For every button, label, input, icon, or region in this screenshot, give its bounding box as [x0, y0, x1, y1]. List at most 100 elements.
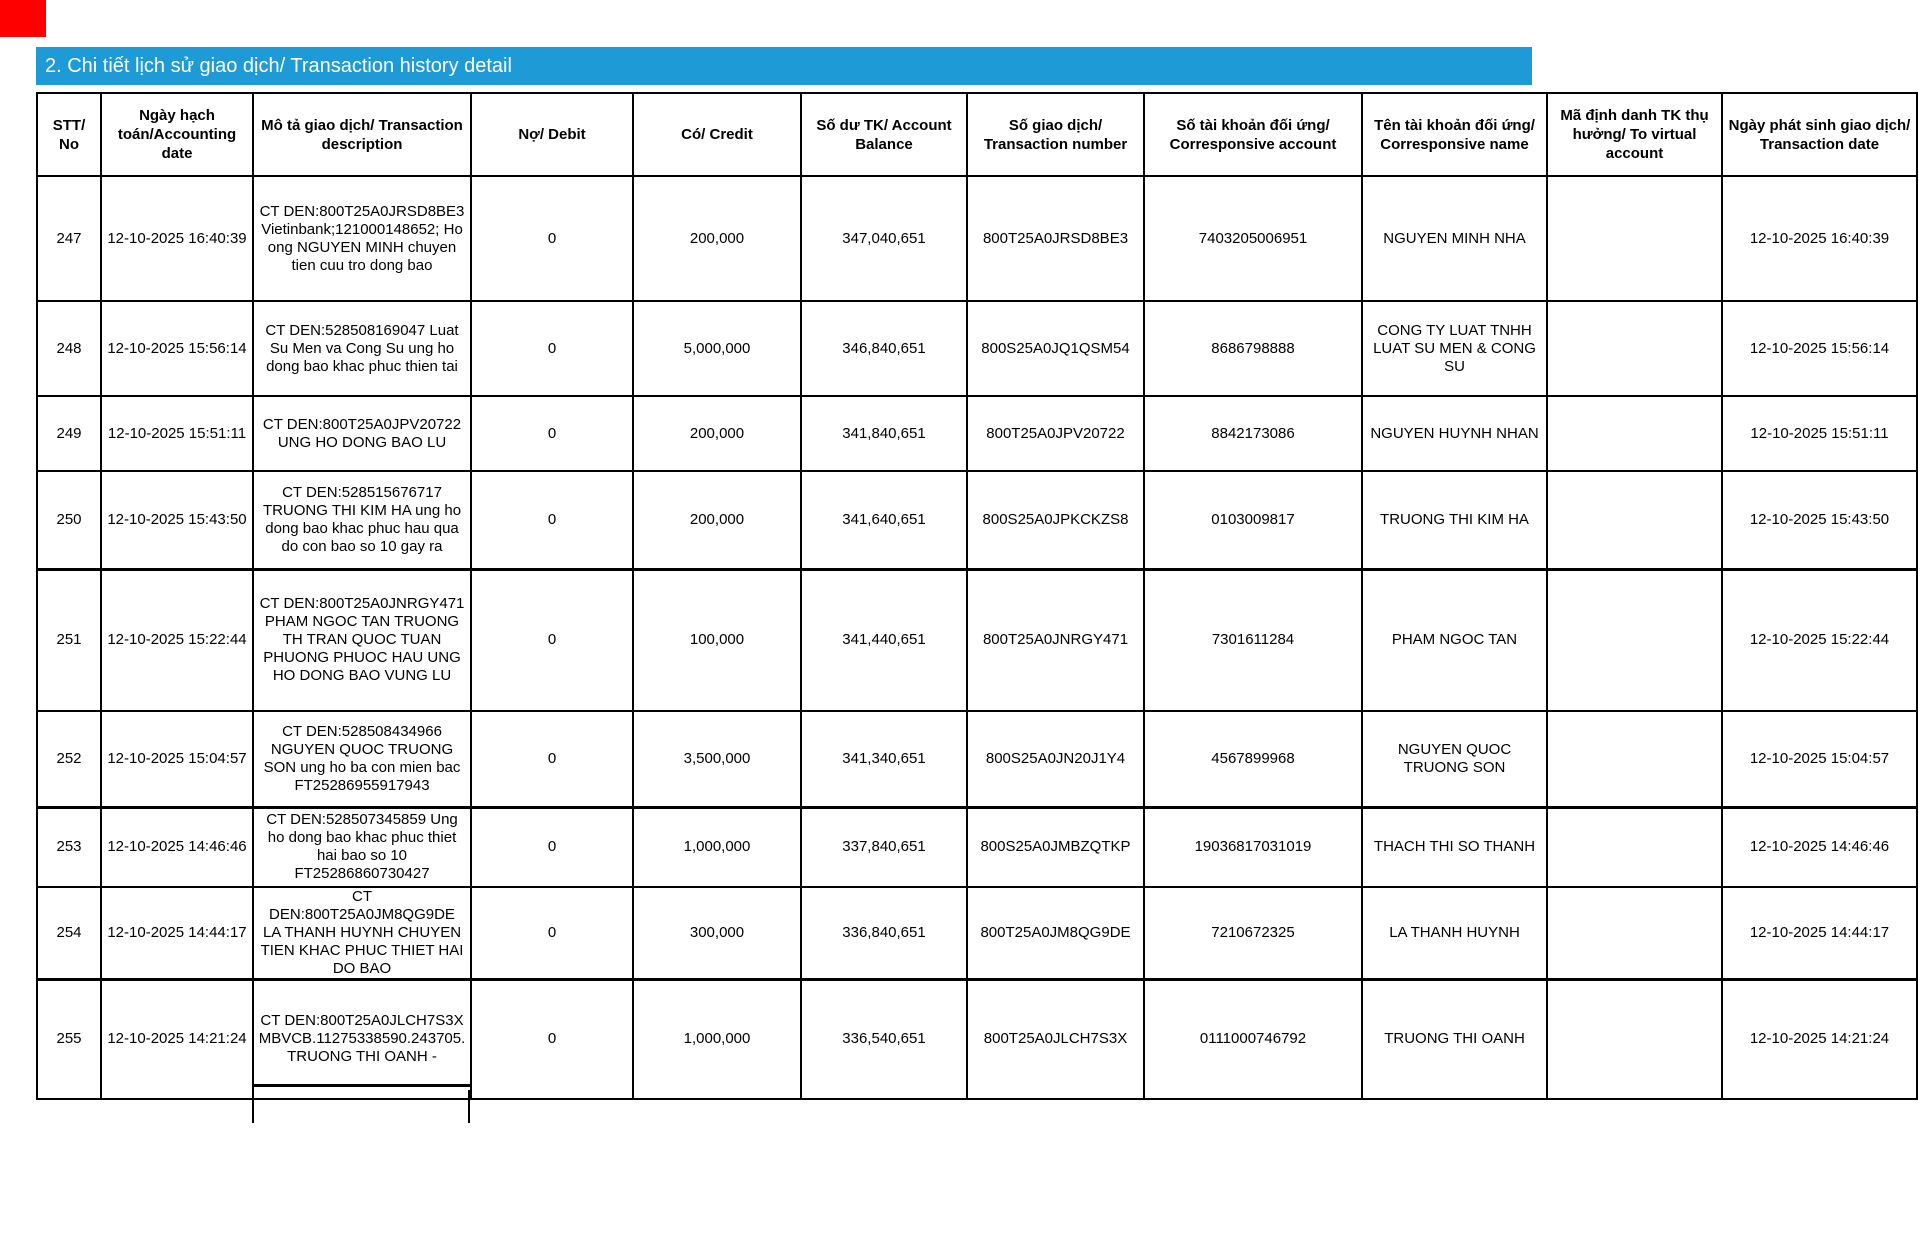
cell-corresponsive_account: 0103009817	[1143, 470, 1363, 570]
cell-corresponsive_name: PHAM NGOC TAN	[1361, 567, 1548, 712]
cell-debit: 0	[470, 886, 634, 981]
cell-description: CT DEN:800T25A0JRSD8BE3 Vietinbank;12100…	[252, 175, 472, 302]
cell-transaction_number: 800T25A0JRSD8BE3	[966, 175, 1145, 302]
table-row: 252 12-10-2025 15:04:57 CT DEN:52850843496…	[36, 710, 1918, 808]
cell-description: CT DEN:528507345859 Ung ho dong bao khac…	[252, 805, 472, 888]
column-header-credit: Có/ Credit	[632, 92, 802, 177]
table-row: 254 12-10-2025 14:44:17 CT DEN:800T25A0JM8…	[36, 886, 1918, 981]
transaction-table: STT/ No Ngày hạch toán/Accounting date Mô …	[36, 92, 1918, 1100]
cell-virtual_account	[1546, 978, 1723, 1100]
cell-transaction_number: 800S25A0JN20J1Y4	[966, 710, 1145, 808]
cell-transaction_date: 12-10-2025 14:21:24	[1721, 978, 1918, 1100]
cell-debit: 0	[470, 300, 634, 397]
cell-balance: 341,440,651	[800, 567, 968, 712]
column-header-corresponsive_name: Tên tài khoản đối ứng/ Corresponsive nam…	[1361, 92, 1548, 177]
cell-no: 249	[36, 395, 102, 472]
cell-no: 254	[36, 886, 102, 981]
cell-transaction_number: 800S25A0JPKCKZS8	[966, 470, 1145, 570]
cell-balance: 337,840,651	[800, 805, 968, 888]
column-header-accounting_date: Ngày hạch toán/Accounting date	[100, 92, 254, 177]
cell-transaction_date: 12-10-2025 15:56:14	[1721, 300, 1918, 397]
cell-balance: 347,040,651	[800, 175, 968, 302]
cell-balance: 341,340,651	[800, 710, 968, 808]
cell-corresponsive_account: 4567899968	[1143, 710, 1363, 808]
cell-virtual_account	[1546, 567, 1723, 712]
cell-debit: 0	[470, 395, 634, 472]
cell-description: CT DEN:528508169047 Luat Su Men va Cong …	[252, 300, 472, 397]
column-header-transaction_number: Số giao dịch/ Transaction number	[966, 92, 1145, 177]
cell-no: 252	[36, 710, 102, 808]
cell-transaction_number: 800T25A0JM8QG9DE	[966, 886, 1145, 981]
cell-balance: 341,640,651	[800, 470, 968, 570]
cell-no: 247	[36, 175, 102, 302]
cell-corresponsive_name: TRUONG THI KIM HA	[1361, 470, 1548, 570]
cell-credit: 300,000	[632, 886, 802, 981]
table-row: 251 12-10-2025 15:22:44 CT DEN:800T25A0JNR…	[36, 567, 1918, 712]
cell-transaction_number: 800S25A0JMBZQTKP	[966, 805, 1145, 888]
cell-no: 255	[36, 978, 102, 1100]
cell-description: CT DEN:528515676717 TRUONG THI KIM HA un…	[252, 470, 472, 570]
cell-no: 251	[36, 567, 102, 712]
cell-corresponsive_name: LA THANH HUYNH	[1361, 886, 1548, 981]
cell-balance: 336,540,651	[800, 978, 968, 1100]
cell-transaction_number: 800S25A0JQ1QSM54	[966, 300, 1145, 397]
cell-accounting_date: 12-10-2025 14:21:24	[100, 978, 254, 1100]
cell-debit: 0	[470, 710, 634, 808]
cell-transaction_number: 800T25A0JNRGY471	[966, 567, 1145, 712]
cell-no: 253	[36, 805, 102, 888]
cell-corresponsive_name: CONG TY LUAT TNHH LUAT SU MEN & CONG SU	[1361, 300, 1548, 397]
cell-virtual_account	[1546, 175, 1723, 302]
column-header-no: STT/ No	[36, 92, 102, 177]
cell-description: CT DEN:528508434966 NGUYEN QUOC TRUONG S…	[252, 710, 472, 808]
cell-virtual_account	[1546, 886, 1723, 981]
table-row: 253 12-10-2025 14:46:46 CT DEN:52850734585…	[36, 805, 1918, 888]
cell-transaction_date: 12-10-2025 15:22:44	[1721, 567, 1918, 712]
cell-accounting_date: 12-10-2025 15:22:44	[100, 567, 254, 712]
cell-balance: 336,840,651	[800, 886, 968, 981]
section-title-bar: 2. Chi tiết lịch sử giao dịch/ Transacti…	[36, 47, 1532, 85]
cell-virtual_account	[1546, 710, 1723, 808]
page-break-cell-stub	[252, 1090, 470, 1123]
cell-corresponsive_name: NGUYEN HUYNH NHAN	[1361, 395, 1548, 472]
cell-virtual_account	[1546, 470, 1723, 570]
cell-credit: 200,000	[632, 175, 802, 302]
cell-corresponsive_account: 7301611284	[1143, 567, 1363, 712]
cell-description: CT DEN:800T25A0JNRGY471 PHAM NGOC TAN TR…	[252, 567, 472, 712]
cell-corresponsive_account: 7210672325	[1143, 886, 1363, 981]
cell-credit: 5,000,000	[632, 300, 802, 397]
cell-credit: 3,500,000	[632, 710, 802, 808]
cell-debit: 0	[470, 175, 634, 302]
section-title: 2. Chi tiết lịch sử giao dịch/ Transacti…	[45, 54, 512, 77]
cell-transaction_date: 12-10-2025 14:46:46	[1721, 805, 1918, 888]
cell-accounting_date: 12-10-2025 15:51:11	[100, 395, 254, 472]
cell-transaction_date: 12-10-2025 15:43:50	[1721, 470, 1918, 570]
table-row: 255 12-10-2025 14:21:24 CT DEN:800T25A0JLC…	[36, 978, 1918, 1100]
cell-transaction_date: 12-10-2025 15:51:11	[1721, 395, 1918, 472]
corner-marker	[0, 0, 46, 37]
cell-debit: 0	[470, 567, 634, 712]
cell-corresponsive_account: 7403205006951	[1143, 175, 1363, 302]
cell-transaction_date: 12-10-2025 15:04:57	[1721, 710, 1918, 808]
cell-corresponsive_name: NGUYEN QUOC TRUONG SON	[1361, 710, 1548, 808]
cell-accounting_date: 12-10-2025 14:44:17	[100, 886, 254, 981]
cell-balance: 346,840,651	[800, 300, 968, 397]
cell-description: CT DEN:800T25A0JM8QG9DE LA THANH HUYNH C…	[252, 886, 472, 981]
cell-corresponsive_name: THACH THI SO THANH	[1361, 805, 1548, 888]
cell-accounting_date: 12-10-2025 16:40:39	[100, 175, 254, 302]
cell-credit: 200,000	[632, 470, 802, 570]
cell-debit: 0	[470, 470, 634, 570]
cell-transaction_number: 800T25A0JLCH7S3X	[966, 978, 1145, 1100]
column-header-corresponsive_account: Số tài khoản đối ứng/ Corresponsive acco…	[1143, 92, 1363, 177]
cell-corresponsive_account: 8842173086	[1143, 395, 1363, 472]
cell-no: 250	[36, 470, 102, 570]
cell-credit: 1,000,000	[632, 805, 802, 888]
cell-accounting_date: 12-10-2025 14:46:46	[100, 805, 254, 888]
cell-credit: 200,000	[632, 395, 802, 472]
table-header-row: STT/ No Ngày hạch toán/Accounting date Mô …	[36, 92, 1918, 177]
cell-accounting_date: 12-10-2025 15:04:57	[100, 710, 254, 808]
cell-balance: 341,840,651	[800, 395, 968, 472]
column-header-debit: Nợ/ Debit	[470, 92, 634, 177]
cell-corresponsive_account: 8686798888	[1143, 300, 1363, 397]
cell-no: 248	[36, 300, 102, 397]
cell-credit: 100,000	[632, 567, 802, 712]
